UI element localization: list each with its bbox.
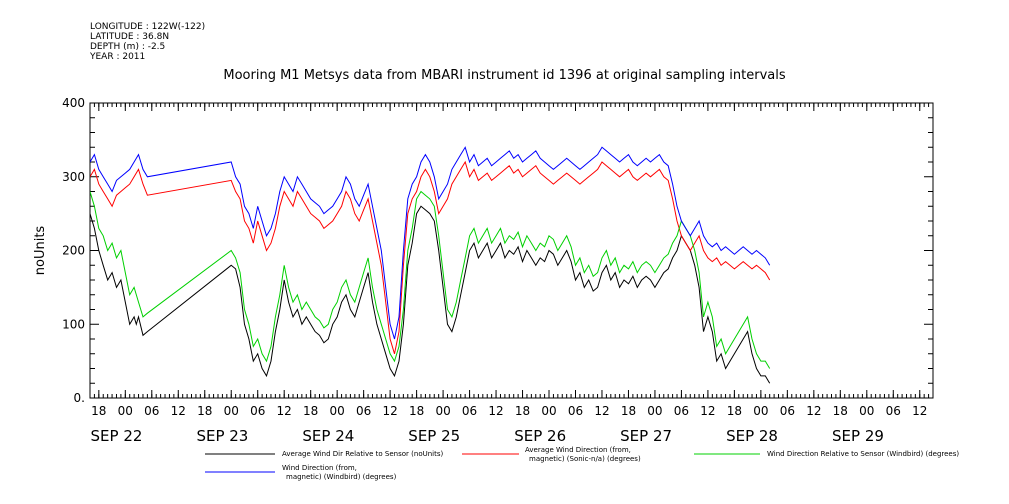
x-tick-label: 00	[753, 404, 768, 418]
x-tick-label: 00	[224, 404, 239, 418]
x-tick-label: 00	[859, 404, 874, 418]
x-tick-label: 18	[621, 404, 636, 418]
meta-depth: DEPTH (m) : -2.5	[90, 42, 166, 52]
x-tick-label: 06	[568, 404, 583, 418]
x-day-label: SEP 27	[620, 427, 672, 445]
x-tick-label: 18	[197, 404, 212, 418]
x-tick-label: 12	[171, 404, 186, 418]
y-axis-label: noUnits	[33, 226, 48, 276]
series-line-3	[90, 190, 771, 369]
x-tick-label: 12	[912, 404, 927, 418]
x-tick-label: 06	[674, 404, 689, 418]
y-tick-label: 400	[62, 96, 85, 110]
y-tick-label: 0.	[74, 391, 85, 405]
x-day-label: SEP 28	[726, 427, 778, 445]
legend-label-2-line2: magnetic) (Sonic-n/a) (degrees)	[529, 455, 641, 463]
meta-year: YEAR : 2011	[90, 52, 146, 62]
x-tick-label: 06	[356, 404, 371, 418]
series-line-4	[90, 146, 771, 340]
x-tick-label: 00	[118, 404, 133, 418]
x-tick-label: 12	[700, 404, 715, 418]
x-tick-label: 12	[382, 404, 397, 418]
x-tick-label: 18	[91, 404, 106, 418]
x-tick-label: 12	[277, 404, 292, 418]
y-tick-label: 300	[62, 170, 85, 184]
x-day-label: SEP 22	[91, 427, 143, 445]
legend-label-1: Average Wind Dir Relative to Sensor (noU…	[282, 450, 443, 458]
x-tick-label: 06	[780, 404, 795, 418]
x-day-label: SEP 23	[196, 427, 248, 445]
meta-latitude: LATITUDE : 36.8N	[90, 32, 170, 42]
legend-label-3: Wind Direction Relative to Sensor (Windb…	[767, 450, 959, 458]
series-line-1	[90, 205, 771, 384]
legend-label-2: Average Wind Direction (from,	[525, 446, 631, 454]
legend-label-4-line2: magnetic) (Windbird) (degrees)	[286, 473, 397, 481]
x-tick-label: 00	[435, 404, 450, 418]
x-tick-label: 12	[806, 404, 821, 418]
x-tick-label: 06	[250, 404, 265, 418]
y-tick-label: 100	[62, 317, 85, 331]
x-tick-label: 18	[303, 404, 318, 418]
x-tick-label: 06	[462, 404, 477, 418]
x-tick-label: 00	[647, 404, 662, 418]
x-tick-label: 18	[515, 404, 530, 418]
x-tick-label: 18	[727, 404, 742, 418]
x-day-label: SEP 29	[832, 427, 884, 445]
x-day-label: SEP 24	[302, 427, 354, 445]
x-tick-label: 00	[541, 404, 556, 418]
x-tick-label: 12	[594, 404, 609, 418]
x-tick-label: 18	[409, 404, 424, 418]
x-tick-label: 06	[886, 404, 901, 418]
x-day-label: SEP 26	[514, 427, 566, 445]
chart-title: Mooring M1 Metsys data from MBARI instru…	[223, 68, 786, 83]
x-day-label: SEP 25	[408, 427, 460, 445]
x-tick-label: 06	[144, 404, 159, 418]
series-line-2	[90, 160, 771, 354]
x-tick-label: 18	[833, 404, 848, 418]
x-tick-label: 00	[330, 404, 345, 418]
plot-frame	[89, 102, 934, 399]
meta-longitude: LONGITUDE : 122W(-122)	[90, 22, 206, 32]
x-tick-label: 12	[488, 404, 503, 418]
legend-label-4: Wind Direction (from,	[282, 464, 357, 472]
y-tick-label: 200	[62, 244, 85, 258]
